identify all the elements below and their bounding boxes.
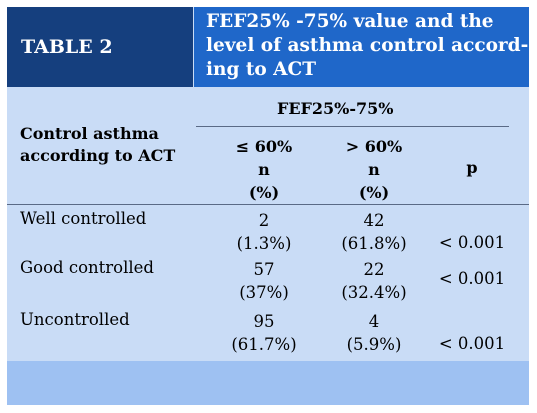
cell-pct: (61.8%) (341, 234, 407, 253)
cell-n: 22 (363, 260, 385, 279)
column-header-gt60-threshold: > 60% (345, 137, 403, 156)
column-header-le60: ≤ 60% n (%) (214, 135, 314, 204)
table-cell: 57 (37%) (214, 258, 314, 304)
table-cell: 4 (5.9%) (324, 310, 424, 356)
p-value: < 0.001 (438, 334, 506, 353)
table-title: FEF25% -75% value and the level of asthm… (194, 7, 529, 87)
table-title-line-2: level of asthma control accord- (206, 35, 529, 56)
cell-n: 2 (258, 211, 270, 230)
cell-pct: (32.4%) (341, 283, 407, 302)
cell-n: 4 (368, 312, 380, 331)
row-header: Control asthma according to ACT (20, 123, 175, 167)
p-value: < 0.001 (438, 269, 506, 288)
row-header-line-1: Control asthma (20, 124, 159, 143)
cell-pct: (61.7%) (231, 335, 297, 354)
cell-n: 95 (253, 312, 275, 331)
table-title-line-3: ing to ACT (206, 59, 317, 80)
column-header-gt60-n: n (368, 160, 380, 179)
column-header-gt60-pct: (%) (358, 183, 390, 202)
p-value: < 0.001 (438, 233, 506, 252)
row-label-well-controlled: Well controlled (20, 209, 147, 228)
column-header-le60-n: n (258, 160, 270, 179)
row-label-uncontrolled: Uncontrolled (20, 310, 130, 329)
table-footer (7, 361, 529, 405)
group-divider (196, 126, 509, 127)
cell-n: 42 (363, 211, 385, 230)
table-cell: 2 (1.3%) (214, 209, 314, 255)
table-cell: 42 (61.8%) (324, 209, 424, 255)
table-cell: 22 (32.4%) (324, 258, 424, 304)
cell-pct: (5.9%) (346, 335, 402, 354)
group-header: FEF25%-75% (277, 99, 394, 118)
table-label: TABLE 2 (7, 7, 193, 87)
cell-pct: (37%) (239, 283, 289, 302)
column-header-p: p (466, 158, 478, 177)
row-label-good-controlled: Good controlled (20, 258, 154, 277)
table-cell: 95 (61.7%) (214, 310, 314, 356)
column-header-le60-threshold: ≤ 60% (235, 137, 293, 156)
cell-n: 57 (253, 260, 275, 279)
cell-pct: (1.3%) (236, 234, 292, 253)
row-header-line-2: according to ACT (20, 146, 176, 165)
table-title-line-1: FEF25% -75% value and the (206, 11, 494, 32)
header-divider (7, 204, 529, 205)
column-header-le60-pct: (%) (248, 183, 280, 202)
data-table: TABLE 2 FEF25% -75% value and the level … (7, 7, 529, 405)
column-header-gt60: > 60% n (%) (324, 135, 424, 204)
